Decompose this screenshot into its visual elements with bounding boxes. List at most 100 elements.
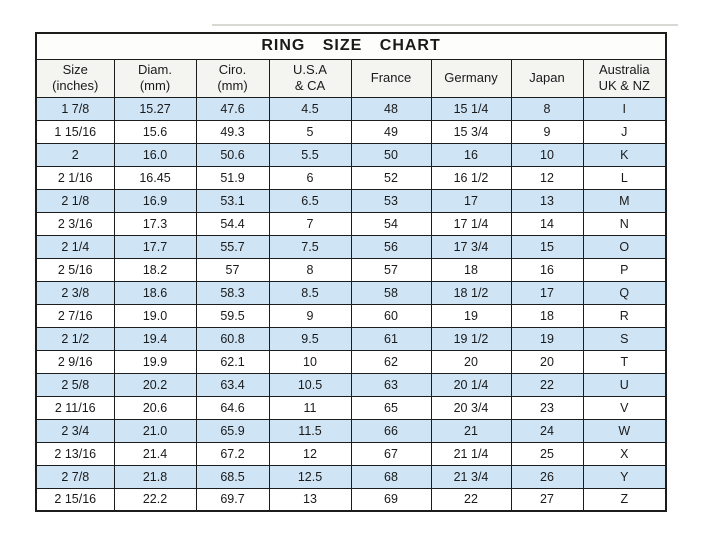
- table-cell: X: [582, 441, 667, 466]
- table-row: 2 5/8 20.2 63.4 10.5 63 20 1/4 22 U: [35, 372, 667, 397]
- table-cell: 68.5: [195, 464, 270, 489]
- table-cell: 2 15/16: [35, 487, 115, 512]
- table-cell: 50.6: [195, 142, 270, 167]
- table-cell: 22: [510, 372, 584, 397]
- table-cell: W: [582, 418, 667, 443]
- table-cell: 66: [350, 418, 432, 443]
- table-row: 2 3/8 18.6 58.3 8.5 58 18 1/2 17 Q: [35, 280, 667, 305]
- table-cell: 2 5/8: [35, 372, 115, 397]
- table-cell: J: [582, 119, 667, 144]
- table-cell: 13: [268, 487, 352, 512]
- table-cell: 15 3/4: [430, 119, 512, 144]
- table-cell: 18.2: [113, 257, 197, 282]
- table-cell: 57: [350, 257, 432, 282]
- table-cell: 2 9/16: [35, 349, 115, 374]
- table-cell: 2 1/8: [35, 188, 115, 213]
- table-cell: 49: [350, 119, 432, 144]
- table-cell: Z: [582, 487, 667, 512]
- table-cell: 65: [350, 395, 432, 420]
- table-cell: 24: [510, 418, 584, 443]
- table-cell: P: [582, 257, 667, 282]
- table-row: 2 1/8 16.9 53.1 6.5 53 17 13 M: [35, 188, 667, 213]
- table-cell: 20 3/4: [430, 395, 512, 420]
- table-cell: 2 3/16: [35, 211, 115, 236]
- column-header-germany: Germany: [430, 58, 512, 98]
- column-header-sublabel: (mm): [139, 78, 171, 93]
- column-header-ciro-mm: Ciro. (mm): [195, 58, 270, 98]
- table-cell: 12.5: [268, 464, 352, 489]
- table-cell: 59.5: [195, 303, 270, 328]
- table-cell: Y: [582, 464, 667, 489]
- table-cell: 69.7: [195, 487, 270, 512]
- table-cell: 67.2: [195, 441, 270, 466]
- table-cell: 2: [35, 142, 115, 167]
- table-cell: 20 1/4: [430, 372, 512, 397]
- column-header-japan: Japan: [510, 58, 584, 98]
- table-cell: T: [582, 349, 667, 374]
- table-row: 2 1/2 19.4 60.8 9.5 61 19 1/2 19 S: [35, 326, 667, 351]
- table-cell: 17.3: [113, 211, 197, 236]
- table-cell: 17 3/4: [430, 234, 512, 259]
- table-cell: 2 13/16: [35, 441, 115, 466]
- table-cell: 21.4: [113, 441, 197, 466]
- column-header-label: France: [370, 70, 412, 86]
- table-cell: 20.2: [113, 372, 197, 397]
- table-cell: 50: [350, 142, 432, 167]
- column-header-sublabel: (inches): [52, 78, 99, 93]
- table-cell: 27: [510, 487, 584, 512]
- table-cell: 19 1/2: [430, 326, 512, 351]
- table-cell: 8.5: [268, 280, 352, 305]
- table-cell: 14: [510, 211, 584, 236]
- table-cell: O: [582, 234, 667, 259]
- table-cell: 15.27: [113, 96, 197, 121]
- column-header-label: U.S.A: [293, 62, 327, 78]
- table-cell: V: [582, 395, 667, 420]
- table-cell: 21 1/4: [430, 441, 512, 466]
- table-cell: 56: [350, 234, 432, 259]
- table-cell: 16.9: [113, 188, 197, 213]
- table-cell: 25: [510, 441, 584, 466]
- table-cell: 17: [510, 280, 584, 305]
- table-cell: 9.5: [268, 326, 352, 351]
- table-cell: N: [582, 211, 667, 236]
- table-cell: 11.5: [268, 418, 352, 443]
- table-cell: 58.3: [195, 280, 270, 305]
- column-header-australia-uk-nz: Australia UK & NZ: [582, 58, 667, 98]
- column-header-label: Diam.: [138, 62, 172, 78]
- table-cell: 6: [268, 165, 352, 190]
- ring-size-chart-page: RING SIZE CHART Size (inches) Diam. (mm) Cir…: [35, 32, 668, 512]
- table-cell: 2 5/16: [35, 257, 115, 282]
- table-cell: 16: [510, 257, 584, 282]
- table-cell: 19: [430, 303, 512, 328]
- table-row: 2 7/8 21.8 68.5 12.5 68 21 3/4 26 Y: [35, 464, 667, 489]
- table-cell: 21 3/4: [430, 464, 512, 489]
- table-cell: 10.5: [268, 372, 352, 397]
- table-cell: 5: [268, 119, 352, 144]
- table-cell: 16.45: [113, 165, 197, 190]
- table-row: 2 13/16 21.4 67.2 12 67 21 1/4 25 X: [35, 441, 667, 466]
- table-cell: 9: [268, 303, 352, 328]
- table-cell: 1 15/16: [35, 119, 115, 144]
- table-cell: 20: [510, 349, 584, 374]
- table-cell: 26: [510, 464, 584, 489]
- table-cell: 9: [510, 119, 584, 144]
- column-header-usa-ca: U.S.A & CA: [268, 58, 352, 98]
- table-cell: 5.5: [268, 142, 352, 167]
- table-cell: 53.1: [195, 188, 270, 213]
- table-cell: 54.4: [195, 211, 270, 236]
- table-cell: 2 3/8: [35, 280, 115, 305]
- ring-size-chart-table: RING SIZE CHART Size (inches) Diam. (mm) Cir…: [35, 32, 668, 512]
- table-cell: S: [582, 326, 667, 351]
- table-cell: 65.9: [195, 418, 270, 443]
- table-cell: 68: [350, 464, 432, 489]
- table-cell: 12: [268, 441, 352, 466]
- table-cell: 19: [510, 326, 584, 351]
- table-cell: 49.3: [195, 119, 270, 144]
- table-cell: 60: [350, 303, 432, 328]
- table-body: 1 7/8 15.27 47.6 4.5 48 15 1/4 8 I 1 15/16 15.6 49…: [35, 96, 667, 512]
- table-cell: 63.4: [195, 372, 270, 397]
- table-cell: 21.8: [113, 464, 197, 489]
- table-cell: 2 3/4: [35, 418, 115, 443]
- table-cell: R: [582, 303, 667, 328]
- table-cell: 18: [510, 303, 584, 328]
